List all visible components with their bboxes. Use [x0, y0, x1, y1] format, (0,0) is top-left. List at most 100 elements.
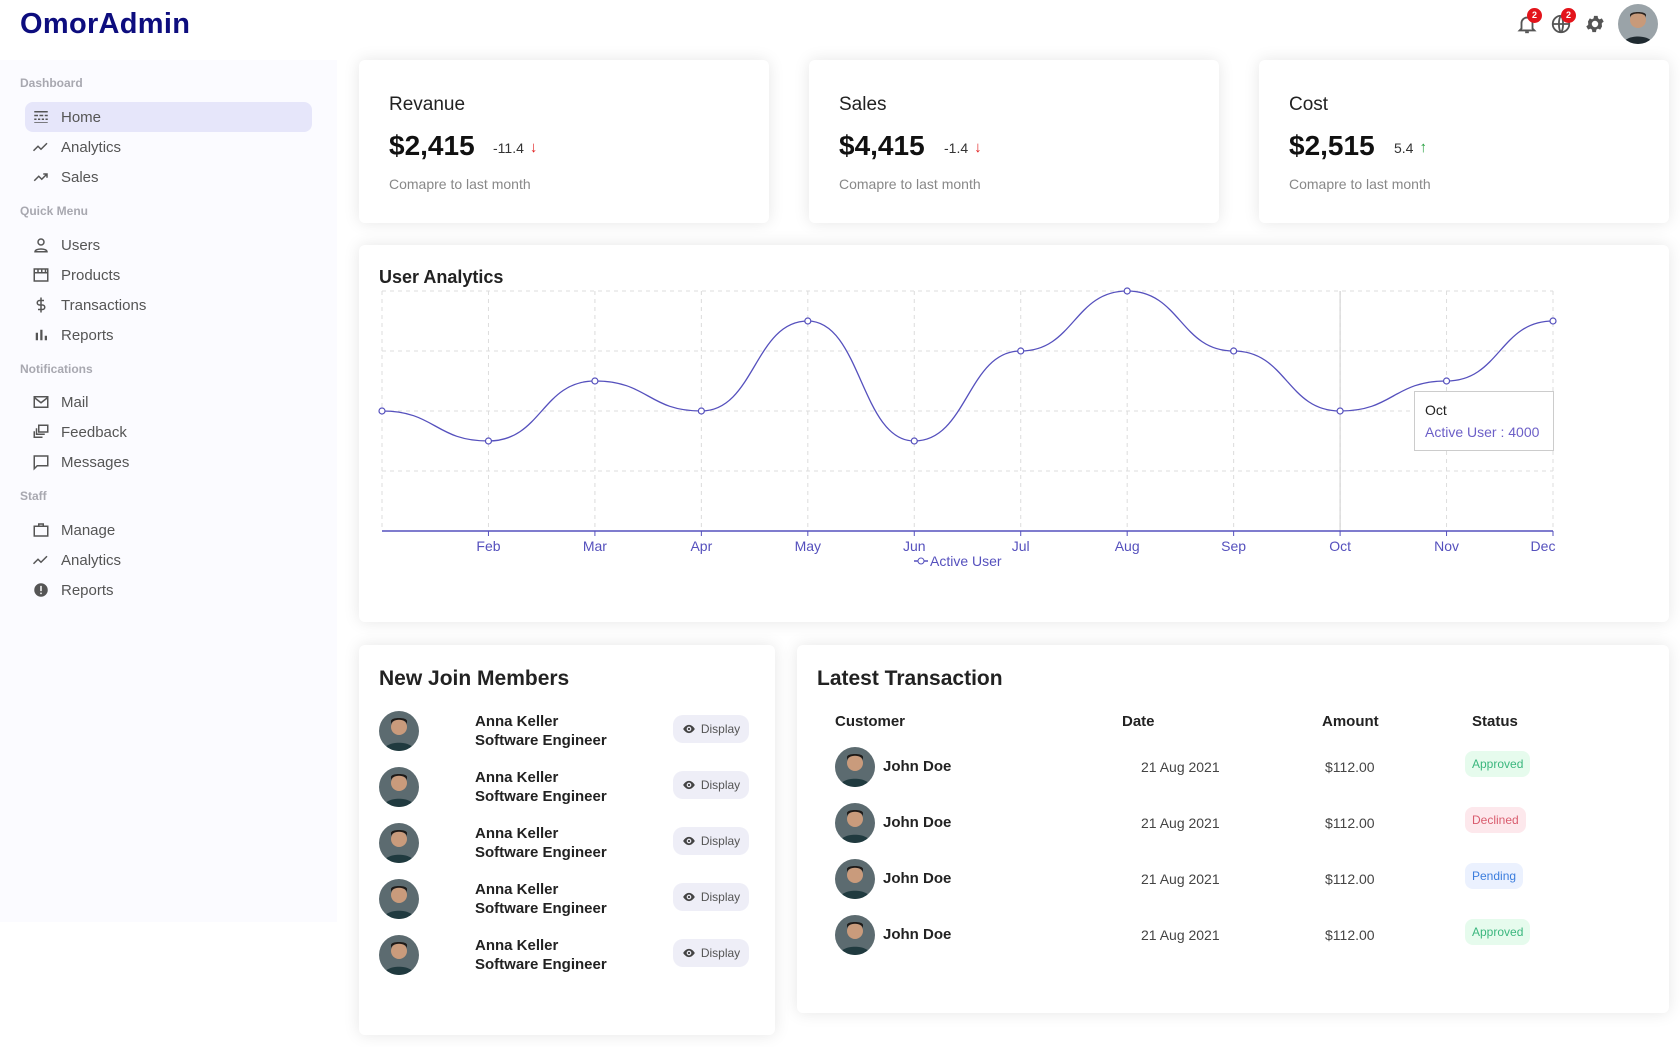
table-row: John Doe 21 Aug 2021 $112.00 Pending — [835, 857, 1595, 901]
feature-subtitle: Comapre to last month — [1289, 176, 1431, 192]
user-analytics-chart[interactable]: Feb Mar Apr May Jun Jul Aug Sep Oct Nov Dec Active … — [359, 245, 1669, 622]
timeline-icon — [31, 137, 51, 157]
topbar-icons: 2 2 — [1510, 4, 1658, 44]
sidebar-item-analytics[interactable]: Analytics — [25, 132, 312, 162]
member-avatar — [379, 879, 419, 919]
transactions-title: Latest Transaction — [817, 667, 1003, 690]
display-button-label: Display — [700, 946, 741, 960]
display-button[interactable]: Display — [673, 715, 749, 743]
chart-card: User Analytics Feb Mar Apr May Jun Jul Aug Sep O… — [359, 245, 1669, 622]
tooltip-label: Oct — [1425, 402, 1447, 418]
eye-icon — [682, 836, 695, 846]
sidebar-item-mail[interactable]: Mail — [25, 387, 312, 417]
person-outline-icon — [31, 235, 51, 255]
feature-card-cost: Cost $2,515 5.4 ↑ Comapre to last month — [1259, 60, 1669, 223]
sidebar-item-users[interactable]: Users — [25, 230, 312, 260]
x-tick-label: Jul — [1012, 538, 1030, 554]
timeline-icon — [31, 550, 51, 570]
feature-card-revenue: Revanue $2,415 -11.4 ↓ Comapre to last m… — [359, 60, 769, 223]
sidebar-item-label: Feedback — [61, 423, 127, 441]
data-point-jul — [1017, 347, 1025, 355]
display-button[interactable]: Display — [673, 771, 749, 799]
member-avatar — [379, 767, 419, 807]
eye-icon — [682, 948, 695, 958]
legend-marker-icon — [917, 557, 925, 565]
customer-name: John Doe — [883, 926, 952, 943]
x-tick-label: Oct — [1329, 538, 1351, 554]
customer-avatar — [835, 859, 875, 899]
legend-label: Active User — [930, 553, 1002, 569]
member-name: Anna Keller — [475, 825, 559, 842]
eye-icon — [682, 724, 695, 734]
chart-title: User Analytics — [379, 267, 504, 287]
sidebar-item-transactions[interactable]: Transactions — [25, 290, 312, 320]
sidebar-item-label: Analytics — [61, 138, 122, 156]
series-line-active-user — [381, 290, 1554, 442]
member-row: Anna Keller Software Engineer Display — [379, 709, 749, 753]
feature-rate-value: 5.4 — [1394, 139, 1414, 156]
transaction-date: 21 Aug 2021 — [1141, 927, 1220, 943]
data-point-mar — [591, 377, 599, 385]
sidebar-item-products[interactable]: Products — [25, 260, 312, 290]
dollar-icon — [31, 295, 51, 315]
member-job: Software Engineer — [475, 844, 607, 861]
data-point-jun — [910, 437, 918, 445]
notifications-button[interactable]: 2 — [1510, 4, 1544, 44]
chart-tooltip: Oct Active User : 4000 — [1414, 391, 1554, 451]
status-badge[interactable]: Approved — [1465, 751, 1531, 777]
display-button[interactable]: Display — [673, 827, 749, 855]
customer-avatar — [835, 747, 875, 787]
data-point-oct — [1336, 407, 1344, 415]
x-tick-label: Jun — [903, 538, 926, 554]
app-logo[interactable]: OmorAdmin — [20, 8, 191, 40]
sidebar-item-staff-analytics[interactable]: Analytics — [25, 545, 312, 575]
sidebar-item-label: Reports — [61, 326, 114, 344]
sidebar-item-label: Home — [61, 108, 102, 126]
eye-icon — [682, 892, 695, 902]
display-button-label: Display — [700, 722, 741, 736]
feature-subtitle: Comapre to last month — [839, 176, 981, 192]
settings-button[interactable] — [1578, 4, 1612, 44]
column-header-date: Date — [1122, 713, 1155, 730]
tooltip-value: 4000 — [1508, 424, 1540, 440]
language-button[interactable]: 2 — [1544, 4, 1578, 44]
x-tick-label: Dec — [1531, 538, 1556, 554]
sidebar-item-reports[interactable]: Reports — [25, 320, 312, 350]
notifications-badge: 2 — [1527, 8, 1542, 23]
transaction-amount: $112.00 — [1325, 927, 1375, 943]
display-button[interactable]: Display — [673, 939, 749, 967]
sidebar-item-feedback[interactable]: Feedback — [25, 417, 312, 447]
display-button-label: Display — [700, 890, 741, 904]
sidebar-item-staff-reports[interactable]: Reports — [25, 575, 312, 605]
sidebar-item-home[interactable]: Home — [25, 102, 312, 132]
customer-name: John Doe — [883, 758, 952, 775]
customer-avatar — [835, 915, 875, 955]
x-tick-label: Aug — [1115, 538, 1140, 554]
status-badge[interactable]: Pending — [1465, 863, 1524, 889]
member-avatar — [379, 711, 419, 751]
transaction-amount: $112.00 — [1325, 759, 1375, 775]
dynamic-feed-icon — [31, 422, 51, 442]
gear-icon — [1586, 15, 1604, 33]
member-job: Software Engineer — [475, 732, 607, 749]
feature-money: $2,515 — [1289, 130, 1375, 161]
sidebar-item-messages[interactable]: Messages — [25, 447, 312, 477]
sidebar-item-label: Analytics — [61, 551, 122, 569]
data-point-jan — [378, 407, 386, 415]
status-badge[interactable]: Declined — [1465, 807, 1526, 833]
transaction-date: 21 Aug 2021 — [1141, 815, 1220, 831]
member-job: Software Engineer — [475, 788, 607, 805]
display-button[interactable]: Display — [673, 883, 749, 911]
data-point-sep — [1230, 347, 1238, 355]
column-header-amount: Amount — [1322, 713, 1379, 730]
member-job: Software Engineer — [475, 956, 607, 973]
customer-name: John Doe — [883, 870, 952, 887]
member-row: Anna Keller Software Engineer Display — [379, 877, 749, 921]
status-badge[interactable]: Approved — [1465, 919, 1531, 945]
sidebar-item-manage[interactable]: Manage — [25, 515, 312, 545]
member-avatar — [379, 935, 419, 975]
user-avatar[interactable] — [1618, 4, 1658, 44]
table-row: John Doe 21 Aug 2021 $112.00 Approved — [835, 745, 1595, 789]
feature-title: Revanue — [389, 94, 466, 115]
sidebar-item-sales[interactable]: Sales — [25, 162, 312, 192]
